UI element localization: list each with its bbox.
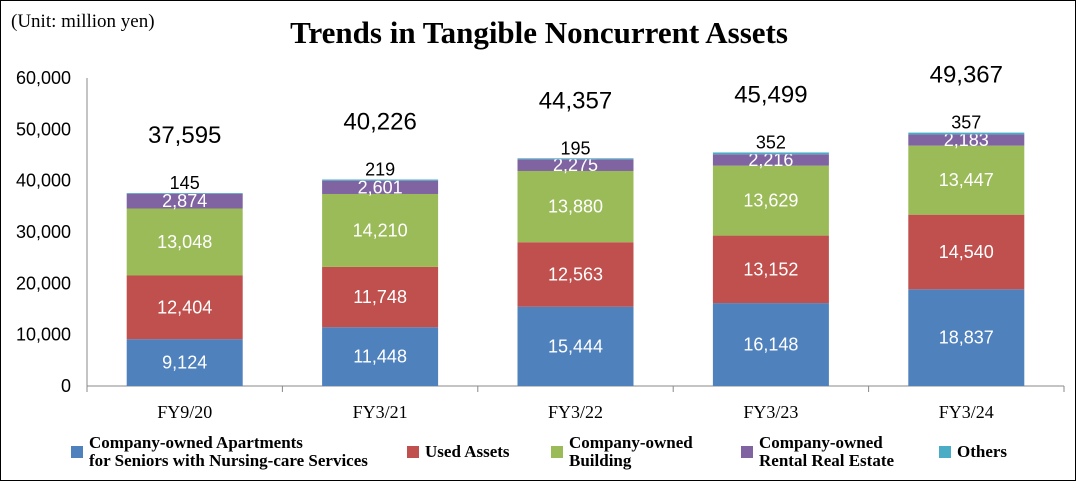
data-label: 2,601 — [358, 177, 403, 197]
data-label: 14,210 — [353, 220, 408, 240]
y-tick-label: 0 — [61, 376, 71, 396]
x-tick-label: FY3/21 — [353, 402, 408, 422]
y-tick-label: 20,000 — [16, 273, 71, 293]
legend-label: Company-owned Apartments for Seniors with… — [89, 434, 368, 470]
bar-segment — [322, 193, 439, 267]
bar-segment — [908, 145, 1025, 215]
x-tick-label: FY3/22 — [548, 402, 603, 422]
bar-segment — [712, 303, 829, 386]
bar-segment — [322, 180, 439, 194]
bar-segment — [712, 152, 829, 155]
legend-label-line: Rental Real Estate — [759, 451, 895, 470]
legend-swatch — [741, 446, 753, 458]
unit-note: (Unit: million yen) — [11, 11, 155, 32]
data-label: 219 — [365, 160, 395, 180]
x-tick-label: FY3/23 — [743, 402, 798, 422]
bar-segment — [517, 242, 634, 307]
data-label: 195 — [560, 138, 590, 158]
legend-swatch — [71, 446, 83, 458]
x-tick-label: FY3/24 — [939, 402, 994, 422]
legend-item: Company-owned Rental Real Estate — [741, 434, 894, 470]
total-label: 40,226 — [343, 109, 416, 136]
legend-swatch — [939, 446, 951, 458]
data-label: 357 — [951, 113, 981, 133]
legend-label: Company-owned Building — [569, 434, 693, 470]
data-label: 11,748 — [353, 287, 407, 307]
y-tick-label: 10,000 — [16, 325, 71, 345]
total-label: 44,357 — [539, 87, 612, 114]
data-label: 2,183 — [944, 130, 989, 150]
bar-segment — [126, 193, 243, 194]
legend-label: Company-owned Rental Real Estate — [759, 434, 894, 470]
legend-label-line: Others — [957, 442, 1008, 461]
legend-label: Others — [957, 443, 1007, 461]
data-label: 11,448 — [353, 347, 407, 367]
bar-segment — [908, 214, 1025, 290]
bar-segment — [517, 306, 634, 386]
legend-label-line: Company-owned Apartments — [89, 433, 303, 452]
bar-segment — [908, 134, 1025, 146]
bar-segment — [712, 154, 829, 166]
data-label: 12,404 — [157, 297, 212, 317]
data-label: 145 — [170, 173, 200, 193]
data-label: 13,629 — [743, 191, 798, 211]
legend: Company-owned Apartments for Seniors with… — [1, 432, 1075, 476]
y-tick-label: 40,000 — [16, 171, 71, 191]
bar-segment — [517, 159, 634, 171]
legend-label-line: Company-owned — [759, 433, 883, 452]
chart-title: Trends in Tangible Noncurrent Assets — [290, 15, 788, 50]
y-tick-label: 50,000 — [16, 119, 71, 139]
data-label: 13,048 — [157, 232, 212, 252]
total-label: 37,595 — [148, 122, 221, 149]
total-label: 49,367 — [930, 62, 1003, 89]
bar-segment — [517, 158, 634, 160]
legend-swatch — [551, 446, 563, 458]
bar-segment — [126, 193, 243, 209]
bar-segment — [322, 266, 439, 328]
bar-segment — [126, 275, 243, 340]
bar-segment — [517, 170, 634, 243]
bar-segment — [126, 339, 243, 386]
data-label: 14,540 — [939, 242, 994, 262]
total-label: 45,499 — [734, 81, 807, 108]
data-label: 13,880 — [548, 197, 603, 217]
legend-item: Company-owned Building — [551, 434, 693, 470]
data-label: 352 — [756, 132, 786, 152]
x-tick-label: FY9/20 — [157, 402, 212, 422]
data-label: 2,275 — [553, 155, 598, 175]
bar-segment — [908, 289, 1025, 386]
bar-segment — [126, 208, 243, 276]
bar-segment — [712, 165, 829, 236]
data-label: 13,152 — [743, 259, 798, 279]
bar-segment — [712, 235, 829, 304]
legend-item: Used Assets — [407, 443, 510, 461]
data-label: 15,444 — [548, 336, 603, 356]
bar-segment — [322, 179, 439, 181]
legend-label-line: Used Assets — [425, 442, 510, 461]
legend-item: Others — [939, 443, 1007, 461]
y-tick-label: 60,000 — [16, 68, 71, 88]
data-label: 16,148 — [743, 335, 798, 355]
data-label: 13,447 — [939, 170, 994, 190]
y-tick-label: 30,000 — [16, 222, 71, 242]
data-label: 2,874 — [162, 191, 207, 211]
legend-label: Used Assets — [425, 443, 510, 461]
data-label: 2,216 — [748, 150, 793, 170]
data-label: 9,124 — [162, 353, 207, 373]
bar-segment — [908, 132, 1025, 135]
data-label: 18,837 — [939, 328, 994, 348]
legend-swatch — [407, 446, 419, 458]
data-label: 12,563 — [548, 264, 603, 284]
legend-label-line: Company-owned — [569, 433, 693, 452]
legend-item: Company-owned Apartments for Seniors with… — [71, 434, 368, 470]
bar-segment — [322, 327, 439, 386]
legend-label-line: for Seniors with Nursing-care Services — [89, 451, 368, 470]
stacked-bar-chart: 0 10,000 20,000 30,000 40,000 50,000 60,000 9,1… — [16, 62, 1065, 422]
legend-label-line: Building — [569, 451, 632, 470]
